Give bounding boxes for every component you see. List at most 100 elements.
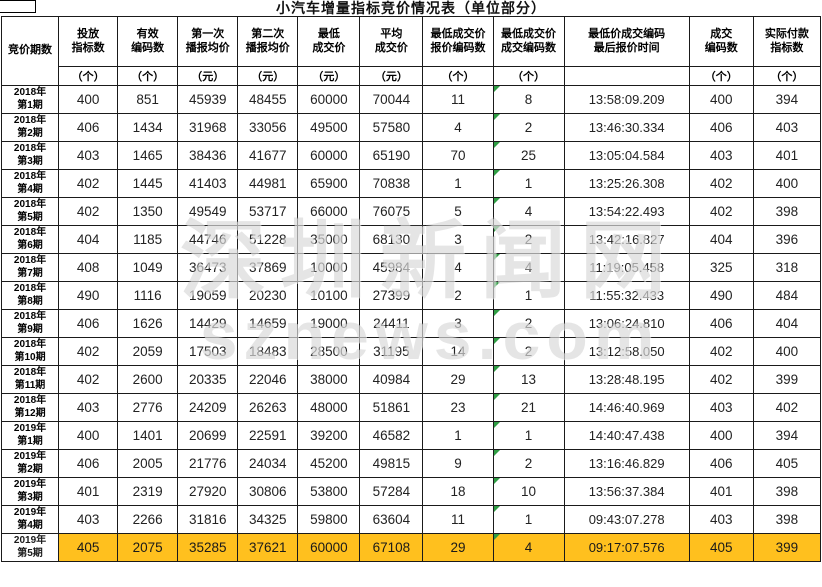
value-cell: 45939 xyxy=(177,85,239,114)
table-row-highlighted: 2019年 第5期 405 2075 35285 37621 60000 67108 29 4 0… xyxy=(0,533,822,562)
table-body: 2018年 第1期 400 851 45939 48455 60000 70044 11 8 13… xyxy=(0,85,822,562)
value-cell: 24411 xyxy=(359,309,424,338)
value-cell: 44981 xyxy=(237,169,299,198)
value-cell: 31195 xyxy=(359,337,424,366)
value-cell: 2075 xyxy=(117,533,179,562)
value-cell: 404 xyxy=(58,225,119,254)
value-cell: 400 xyxy=(752,169,822,198)
value-cell: 490 xyxy=(688,281,754,310)
value-cell: 51861 xyxy=(359,393,424,422)
value-cell: 37869 xyxy=(237,253,299,282)
period-cell: 2019年 第3期 xyxy=(0,477,60,506)
bidding-results-table: 竞价期数 投放 指标数 有效 编码数 第一次 播报均价 第二次 播报均价 最低 … xyxy=(0,16,822,562)
value-cell: 66000 xyxy=(297,197,361,226)
value-cell: 41677 xyxy=(237,141,299,170)
period-cell: 2018年 第7期 xyxy=(0,253,60,282)
value-cell: 19059 xyxy=(177,281,239,310)
value-cell: 09:43:07.278 xyxy=(563,505,690,534)
value-cell: 14 xyxy=(422,337,494,366)
value-cell: 402 xyxy=(688,365,754,394)
value-cell: 13:58:09.209 xyxy=(563,85,690,114)
period-cell: 2018年 第8期 xyxy=(0,281,60,310)
value-cell: 10000 xyxy=(297,253,361,282)
value-cell: 29 xyxy=(422,533,494,562)
period-cell: 2018年 第9期 xyxy=(0,309,60,338)
value-cell: 53717 xyxy=(237,197,299,226)
value-cell: 19000 xyxy=(297,309,361,338)
value-cell: 28500 xyxy=(297,337,361,366)
value-cell: 23 xyxy=(422,393,494,422)
value-cell: 3 xyxy=(422,225,494,254)
col-header-average-price: 平均 成交价 xyxy=(359,16,424,67)
value-cell: 13:05:04.584 xyxy=(563,141,690,170)
value-cell: 484 xyxy=(752,281,822,310)
value-cell: 13:25:26.308 xyxy=(563,169,690,198)
value-cell: 406 xyxy=(58,309,119,338)
value-cell: 1 xyxy=(492,505,565,534)
value-cell: 65900 xyxy=(297,169,361,198)
value-cell: 396 xyxy=(752,225,822,254)
value-cell: 402 xyxy=(58,337,119,366)
value-cell: 405 xyxy=(752,449,822,478)
value-cell: 14659 xyxy=(237,309,299,338)
value-cell: 490 xyxy=(58,281,119,310)
value-cell: 27399 xyxy=(359,281,424,310)
value-cell: 11 xyxy=(422,505,494,534)
unit-row: （个） （个） （元） （元） （元） （元） （个） （个） （个） （个） xyxy=(2,66,822,86)
value-cell: 4 xyxy=(492,533,565,562)
value-cell: 14:40:47.438 xyxy=(563,421,690,450)
col-header-last-bid-time: 最低价成交编码 最后报价时间 xyxy=(563,16,690,67)
value-cell: 2266 xyxy=(117,505,179,534)
value-cell: 4 xyxy=(422,113,494,142)
value-cell: 403 xyxy=(688,141,754,170)
period-cell: 2018年 第11期 xyxy=(0,365,60,394)
period-cell: 2018年 第4期 xyxy=(0,169,60,198)
value-cell: 24209 xyxy=(177,393,239,422)
value-cell: 4 xyxy=(492,197,565,226)
value-cell: 403 xyxy=(58,393,119,422)
value-cell: 402 xyxy=(58,197,119,226)
table-row: 2018年 第10期 402 2059 17503 18483 28500 31195 14 2… xyxy=(0,337,822,366)
value-cell: 20230 xyxy=(237,281,299,310)
value-cell: 40984 xyxy=(359,365,424,394)
period-cell: 2019年 第4期 xyxy=(0,505,60,534)
value-cell: 3 xyxy=(422,309,494,338)
value-cell: 406 xyxy=(688,113,754,142)
col-header-actual-paid: 实际付款 指标数 xyxy=(752,16,822,67)
period-cell: 2018年 第1期 xyxy=(0,85,60,114)
value-cell: 403 xyxy=(752,113,822,142)
period-cell: 2018年 第6期 xyxy=(0,225,60,254)
value-cell: 46582 xyxy=(359,421,424,450)
value-cell: 1 xyxy=(492,169,565,198)
value-cell: 5 xyxy=(422,197,494,226)
value-cell: 57580 xyxy=(359,113,424,142)
value-cell: 22591 xyxy=(237,421,299,450)
table-row: 2018年 第12期 403 2776 24209 26263 48000 51861 23 2… xyxy=(0,393,822,422)
value-cell: 45984 xyxy=(359,253,424,282)
col-header-first-broadcast-avg: 第一次 播报均价 xyxy=(177,16,239,67)
value-cell: 1 xyxy=(492,281,565,310)
table-row: 2019年 第1期 400 1401 20699 22591 39200 46582 1 1 14… xyxy=(0,421,822,450)
table-row: 2018年 第9期 406 1626 14429 14659 19000 24411 3 2 13… xyxy=(0,309,822,338)
value-cell: 63604 xyxy=(359,505,424,534)
value-cell: 31968 xyxy=(177,113,239,142)
value-cell: 45200 xyxy=(297,449,361,478)
value-cell: 2059 xyxy=(117,337,179,366)
table-row: 2018年 第11期 402 2600 20335 22046 38000 40984 29 1… xyxy=(0,365,822,394)
value-cell: 402 xyxy=(688,337,754,366)
value-cell: 406 xyxy=(688,449,754,478)
unit-cell: （个） xyxy=(58,66,119,86)
value-cell: 1049 xyxy=(117,253,179,282)
value-cell: 1434 xyxy=(117,113,179,142)
value-cell: 44746 xyxy=(177,225,239,254)
value-cell: 398 xyxy=(752,477,822,506)
value-cell: 1445 xyxy=(117,169,179,198)
value-cell: 36473 xyxy=(177,253,239,282)
value-cell: 18483 xyxy=(237,337,299,366)
value-cell: 14429 xyxy=(177,309,239,338)
value-cell: 2319 xyxy=(117,477,179,506)
value-cell: 400 xyxy=(58,85,119,114)
value-cell: 29 xyxy=(422,365,494,394)
unit-cell: （元） xyxy=(359,66,424,86)
